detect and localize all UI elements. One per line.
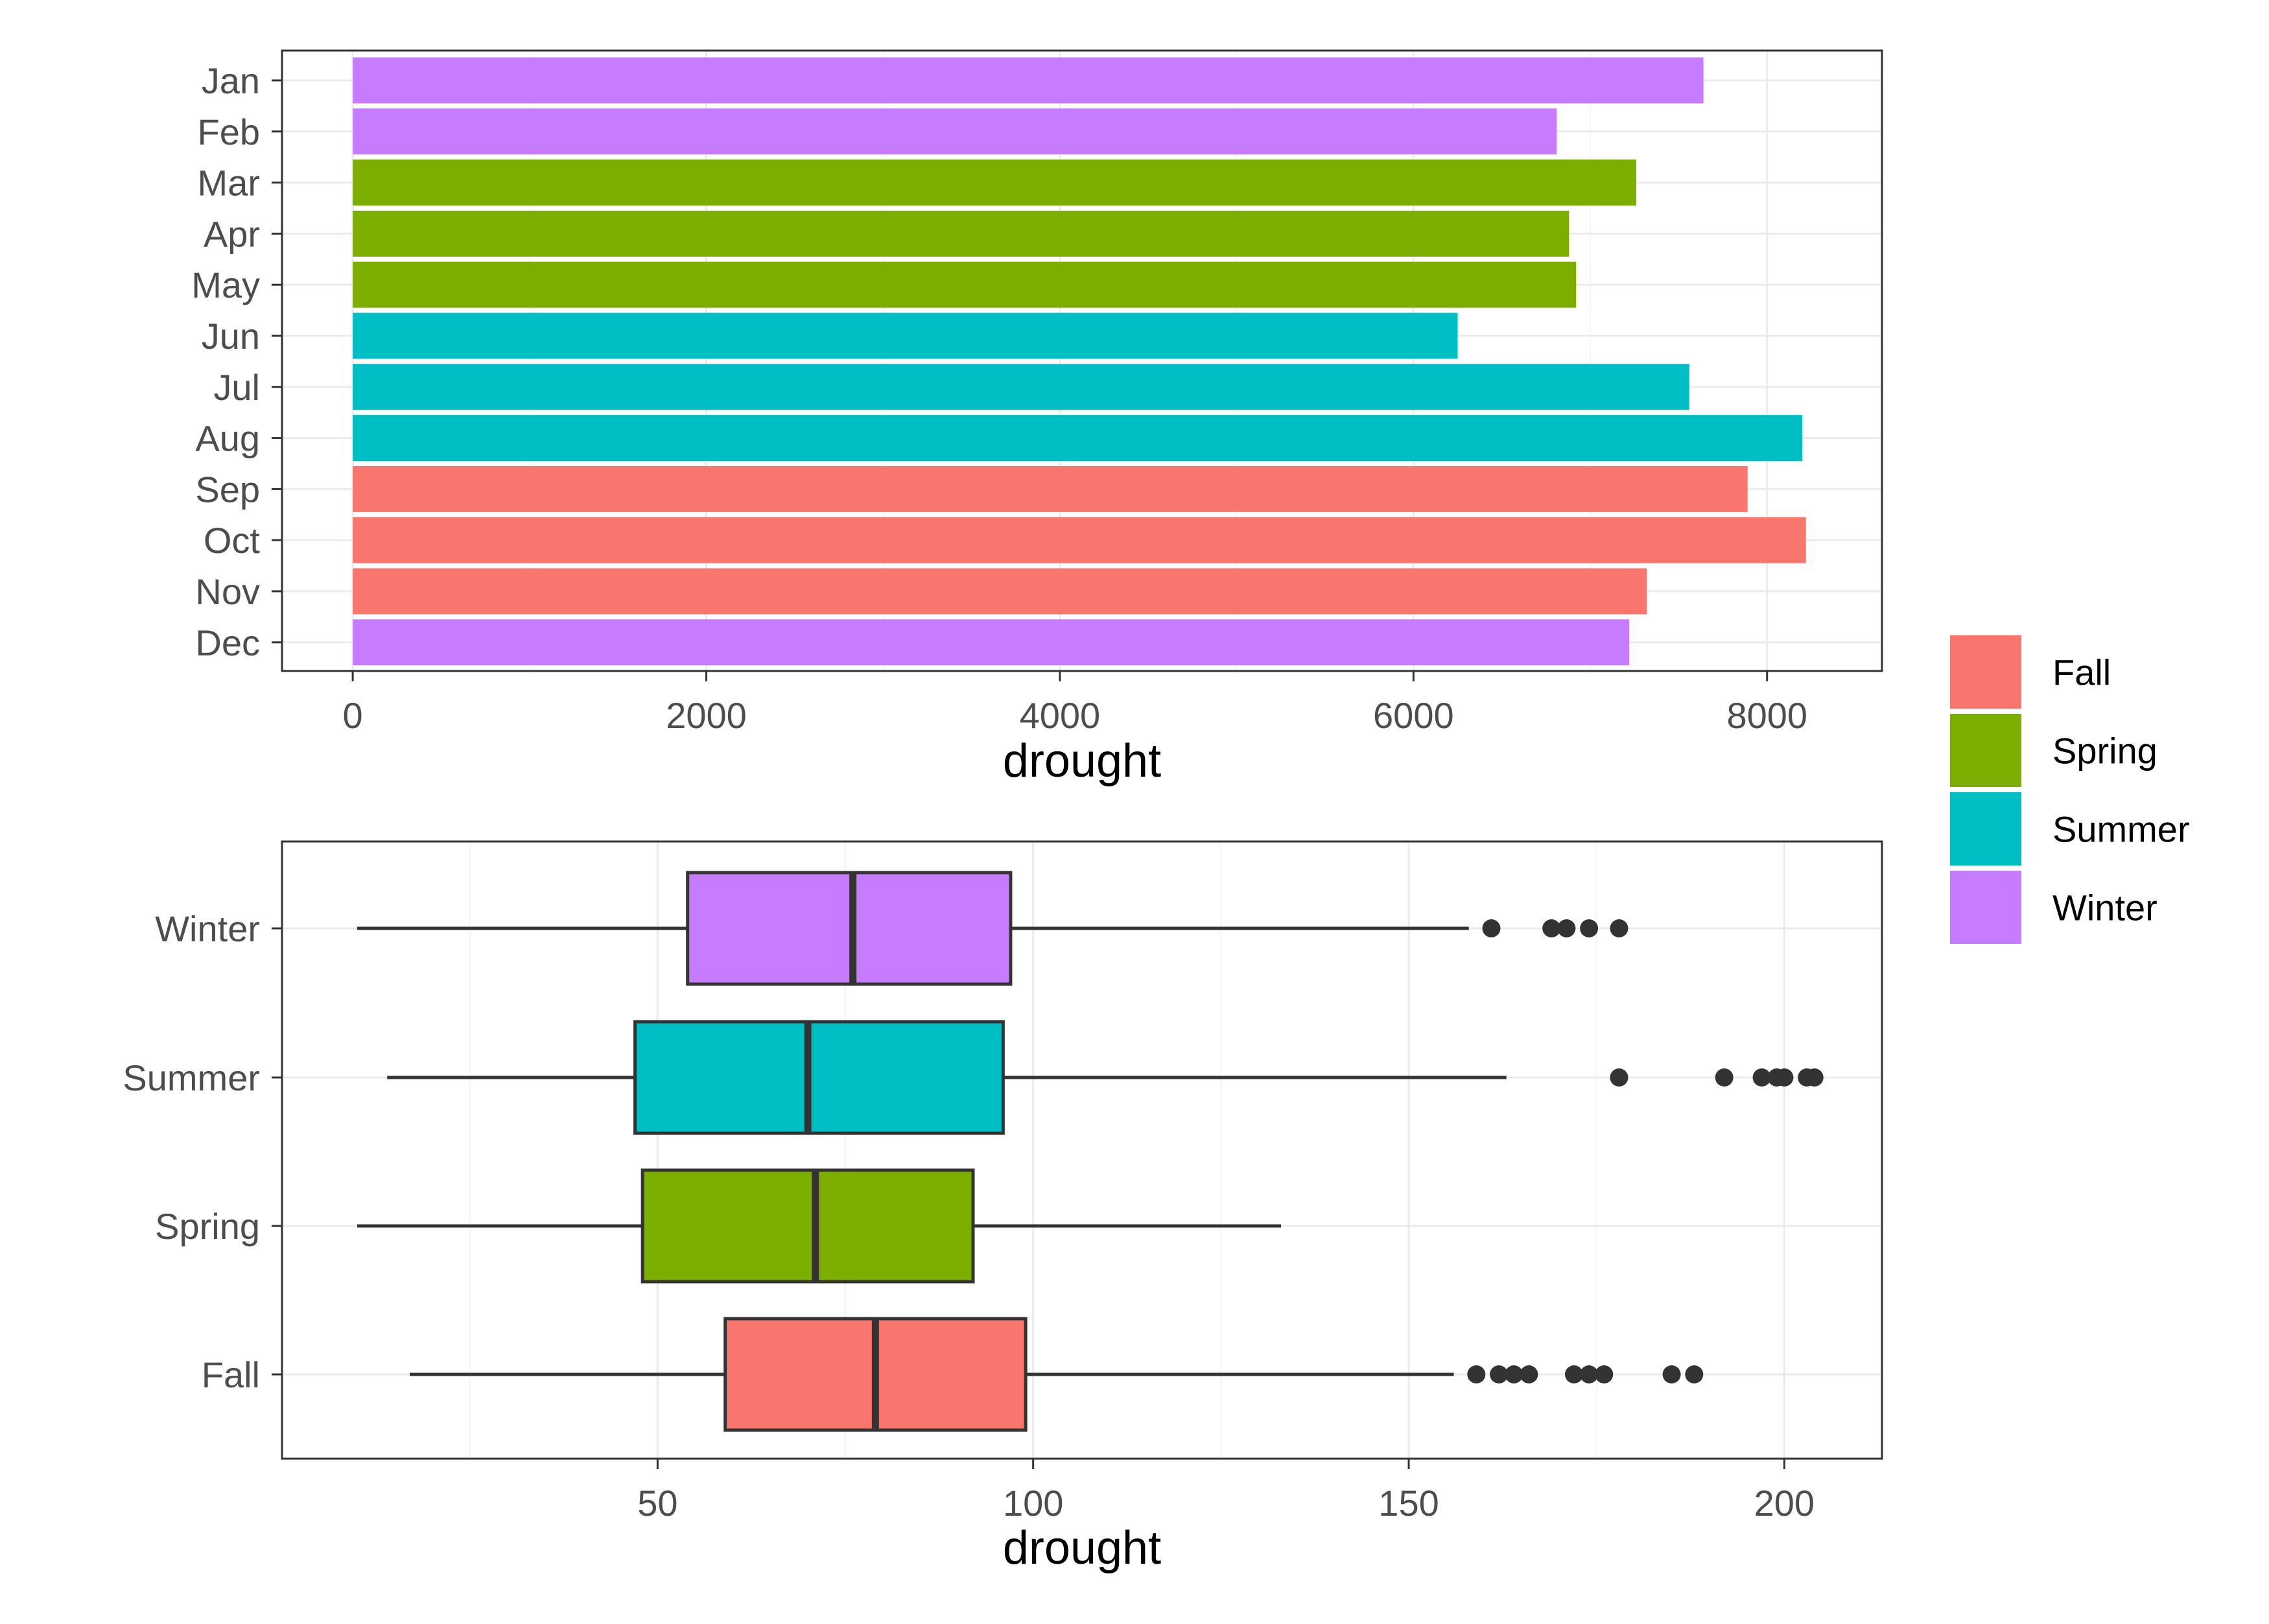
boxplot-y-tick-label: Fall (202, 1354, 260, 1395)
bar-y-tick-label: Jun (202, 316, 260, 357)
boxplot-outlier-winter (1542, 919, 1561, 937)
bar-y-tick-label: Jan (202, 60, 260, 101)
boxplot-panel-border (281, 840, 1883, 1460)
bar-panel-border (281, 49, 1883, 672)
boxplot-marks (357, 871, 1824, 1432)
boxplot-y-tick-label: Spring (155, 1206, 260, 1247)
boxplot-outlier-winter (1557, 919, 1576, 937)
bar-chart-panel: Jan Feb Mar Apr May Jun Jul Aug Sep Oct Nov Dec 0 20… (191, 49, 1883, 787)
bar-y-tick-label: Apr (204, 213, 260, 254)
boxplot-y-axis: Winter Summer Spring Fall (123, 908, 282, 1395)
bar-y-tick-label: May (191, 265, 260, 305)
boxplot-outlier-fall (1520, 1365, 1538, 1383)
boxplot-box-spring (641, 1168, 975, 1284)
boxplot-panel: Winter Summer Spring Fall 50 100 150 200 droug… (123, 840, 1883, 1574)
bar-nov (353, 568, 1647, 615)
bar-y-tick-label: Dec (195, 622, 260, 663)
bar-y-tick-label: Sep (195, 469, 260, 510)
bar-x-tick-label: 8000 (1726, 695, 1807, 736)
bar-may (353, 261, 1577, 308)
bar-jul (353, 364, 1689, 410)
boxplot-outlier-winter (1482, 919, 1501, 937)
bar-y-tick-label: Mar (198, 163, 260, 204)
bar-x-tick-label: 6000 (1373, 695, 1454, 736)
bar-marks (353, 57, 1806, 666)
boxplot-outlier-winter (1580, 919, 1599, 937)
boxplot-y-tick-label: Summer (123, 1057, 260, 1098)
bar-y-tick-label: Jul (213, 367, 260, 408)
legend-label-summer: Summer (2052, 809, 2190, 850)
boxplot-outlier-fall (1564, 1365, 1583, 1383)
boxplot-outlier-summer (1610, 1068, 1628, 1087)
bar-y-axis: Jan Feb Mar Apr May Jun Jul Aug Sep Oct Nov Dec (191, 60, 282, 663)
boxplot-box-winter (686, 871, 1013, 986)
boxplot-outlier-summer (1775, 1068, 1794, 1087)
boxplot-outlier-fall (1595, 1365, 1614, 1383)
boxplot-outlier-fall (1490, 1365, 1509, 1383)
bar-y-tick-label: Oct (204, 520, 261, 561)
boxplot-x-axis: 50 100 150 200 (637, 1459, 1815, 1524)
boxplot-box-summer (633, 1020, 1005, 1135)
boxplot-x-tick-label: 200 (1754, 1483, 1815, 1524)
boxplot-outlier-fall (1662, 1365, 1681, 1383)
boxplot-outlier-summer (1805, 1068, 1824, 1087)
bar-x-tick-label: 0 (343, 695, 363, 736)
bar-y-tick-label: Nov (195, 571, 260, 612)
bar-y-tick-label: Aug (195, 418, 260, 459)
boxplot-outlier-summer (1752, 1068, 1771, 1087)
legend-key-winter (1950, 871, 2021, 944)
legend-key-spring (1950, 714, 2021, 787)
boxplot-x-tick-label: 50 (637, 1483, 677, 1524)
bar-x-tick-label: 2000 (666, 695, 747, 736)
legend-label-spring: Spring (2052, 731, 2157, 771)
boxplot-outlier-fall (1580, 1365, 1599, 1383)
boxplot-outlier-fall (1685, 1365, 1704, 1383)
bar-sep (353, 465, 1748, 512)
boxplot-plot-area (282, 841, 1882, 1459)
boxplot-x-axis-title: drought (1003, 1522, 1161, 1574)
boxplot-y-tick-label: Winter (155, 908, 260, 949)
legend: Fall Spring Summer Winter (1950, 635, 2190, 944)
bar-oct (353, 517, 1806, 563)
boxplot-x-tick-label: 150 (1378, 1483, 1439, 1524)
bar-jan (353, 57, 1704, 104)
boxplot-outlier-summer (1715, 1068, 1734, 1087)
bar-x-tick-label: 4000 (1020, 695, 1101, 736)
legend-label-winter: Winter (2052, 888, 2157, 928)
legend-key-fall (1950, 635, 2021, 709)
legend-label-fall: Fall (2052, 652, 2111, 693)
bar-feb (353, 108, 1557, 155)
boxplot-x-tick-label: 100 (1003, 1483, 1063, 1524)
bar-x-axis: 0 2000 4000 6000 8000 (343, 671, 1807, 736)
legend-key-summer (1950, 792, 2021, 865)
boxplot-outlier-winter (1610, 919, 1628, 937)
bar-aug (353, 415, 1803, 462)
boxplot-outlier-fall (1505, 1365, 1523, 1383)
boxplot-outlier-fall (1467, 1365, 1486, 1383)
bar-x-axis-title: drought (1003, 735, 1161, 787)
bar-y-tick-label: Feb (198, 112, 261, 152)
bar-jun (353, 312, 1458, 359)
bar-apr (353, 210, 1569, 257)
bar-mar (353, 159, 1636, 206)
bar-dec (353, 619, 1630, 666)
